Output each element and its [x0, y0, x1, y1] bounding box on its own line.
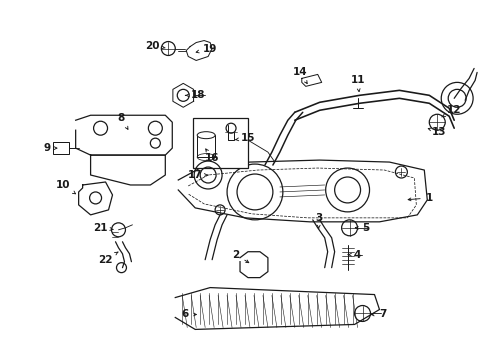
Text: 13: 13 [428, 127, 446, 137]
Polygon shape [75, 115, 172, 155]
Polygon shape [78, 182, 113, 215]
Text: 4: 4 [348, 250, 361, 260]
Text: 16: 16 [205, 149, 220, 163]
Text: 9: 9 [43, 143, 57, 153]
Polygon shape [173, 84, 194, 107]
Ellipse shape [197, 132, 215, 139]
Text: 7: 7 [371, 310, 386, 319]
Text: 10: 10 [55, 180, 75, 194]
Text: 2: 2 [232, 250, 249, 263]
Polygon shape [186, 41, 212, 60]
Polygon shape [178, 160, 427, 222]
Text: 3: 3 [315, 213, 322, 229]
Bar [193, 118, 248, 168]
Text: 20: 20 [145, 41, 165, 50]
Text: 15: 15 [235, 133, 255, 143]
Text: 17: 17 [188, 170, 208, 180]
Bar [197, 135, 215, 157]
Text: 12: 12 [441, 105, 462, 117]
Text: 5: 5 [355, 223, 369, 233]
Polygon shape [240, 252, 268, 278]
Text: 8: 8 [118, 113, 128, 129]
Bar [53, 142, 69, 154]
Polygon shape [302, 75, 322, 86]
Polygon shape [91, 155, 165, 185]
Text: 14: 14 [293, 67, 307, 84]
Text: 11: 11 [350, 75, 365, 91]
Text: 19: 19 [196, 44, 218, 54]
Text: 1: 1 [408, 193, 433, 203]
Text: 18: 18 [185, 90, 205, 100]
Text: 22: 22 [98, 252, 118, 265]
Text: 6: 6 [182, 310, 196, 319]
Polygon shape [175, 288, 379, 329]
Text: 21: 21 [93, 223, 113, 233]
